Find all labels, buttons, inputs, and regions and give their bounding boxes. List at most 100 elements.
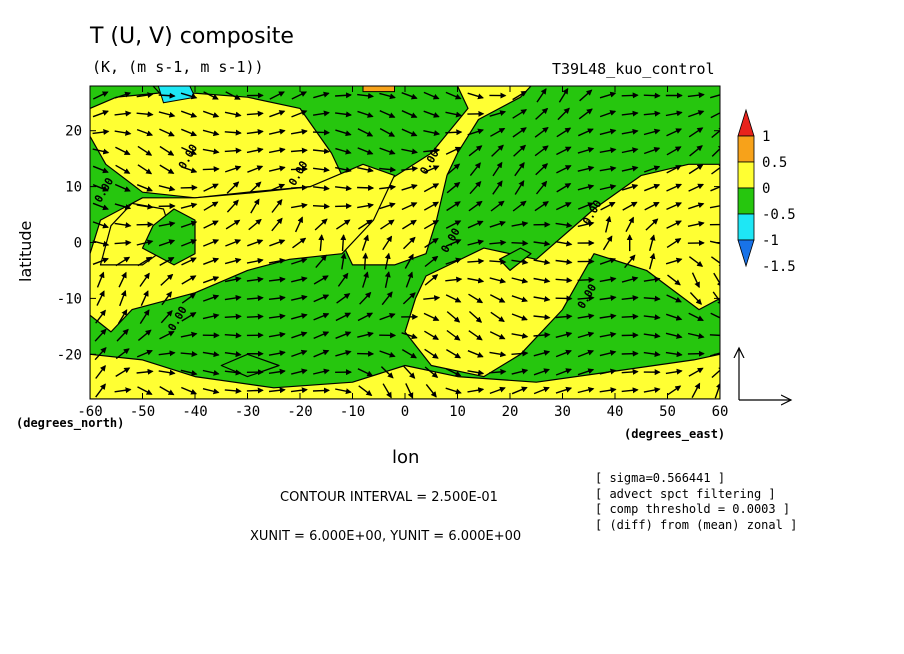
colorbar-label-2: 0 [762,181,770,197]
wind-vector-404 [599,147,617,154]
wind-vector-268 [423,147,441,154]
wind-vector-220 [357,92,374,99]
colorbar-label-1: 0.5 [762,155,787,171]
wind-vector-428 [643,332,661,339]
wind-vector-285 [445,146,462,155]
wind-vector-55 [160,310,173,324]
wind-vector-335 [514,161,525,177]
wind-vector-469 [688,202,705,210]
wind-vector-313 [489,258,507,265]
x-tick-label-11: 50 [659,404,676,420]
wind-vector-169 [291,91,307,100]
wind-vector-325 [511,350,529,357]
wind-vector-435 [644,201,660,211]
wind-vector-74 [181,275,197,285]
wind-vector-229 [382,235,393,251]
wind-vector-200 [335,147,352,155]
wind-vector-60 [158,221,176,227]
wind-vector-343 [533,332,551,339]
wind-vector-418 [622,201,638,211]
wind-vector-25 [114,239,132,246]
colorbar-bin-2 [737,161,755,189]
wind-vector-92 [203,257,220,265]
wind-vector-8 [92,240,110,247]
wind-vector-302 [468,145,483,157]
wind-vector-427 [643,351,661,358]
wind-vector-128 [248,218,262,231]
wind-vector-104 [224,351,242,358]
positive-region-5 [90,353,720,399]
wind-vector-455 [666,146,682,156]
wind-vector-462 [687,332,705,339]
wind-vector-257 [424,348,439,359]
cold-region-0 [157,86,196,104]
wind-vector-7 [92,257,109,265]
x-tick-label-0: -60 [77,404,102,420]
wind-vector-230 [380,219,395,230]
wind-vector-348 [533,240,551,247]
wind-vector-419 [621,183,639,191]
wind-vector-311 [489,294,506,303]
wind-vector-446 [665,313,683,321]
wind-vector-296 [467,258,485,265]
wind-vector-372 [557,107,570,121]
wind-vector-201 [335,129,352,137]
wind-vector-447 [666,294,682,303]
wind-vector-238 [405,383,414,399]
wind-vector-109 [224,257,242,265]
run-label: T39L48_kuo_control [552,60,715,78]
wind-vector-221 [382,383,392,399]
wind-vector-412 [621,313,639,320]
wind-vector-30 [115,146,131,156]
unit-vector-text: XUNIT = 6.000E+00, YUNIT = 6.000E+00 [250,529,522,544]
wind-vector-198 [335,185,352,192]
wind-vector-227 [384,271,391,288]
wind-vector-81 [181,146,197,155]
wind-vector-405 [599,128,617,136]
wind-vector-119 [246,387,264,394]
x-tick-label-9: 30 [554,404,571,420]
wind-vector-444 [665,351,683,358]
wind-vector-368 [556,183,572,193]
wind-vector-146 [271,199,283,213]
wind-vector-308 [489,351,507,358]
wind-vector-356 [536,88,547,103]
wind-vector-437 [643,165,661,173]
wind-vector-369 [556,165,572,174]
wind-vector-148 [268,165,286,172]
wind-vector-391 [599,387,617,394]
wind-vector-123 [246,313,264,320]
wind-vector-29 [115,164,131,174]
wind-vector-355 [535,107,549,120]
wind-vector-295 [467,277,485,284]
wind-vector-165 [290,166,308,173]
wind-vector-254 [401,92,418,100]
wind-vector-214 [357,202,374,209]
wind-vector-77 [180,220,198,228]
wind-vector-147 [269,183,286,192]
wind-vector-333 [512,200,527,212]
wind-vector-219 [357,110,374,118]
wind-vector-17 [114,387,132,394]
wind-vector-345 [533,295,551,302]
wind-vector-162 [294,216,303,233]
wind-vector-421 [621,147,639,154]
colorbar-bin-1 [737,135,755,163]
wind-vector-441 [643,92,661,99]
x-tick-label-7: 10 [449,404,466,420]
wind-vector-340 [533,386,550,395]
wind-vector-204 [358,385,373,396]
wind-vector-274 [446,348,462,359]
wind-vector-376 [577,349,595,358]
wind-vector-380 [577,276,595,283]
wind-vector-445 [665,332,683,339]
wind-vector-387 [577,147,595,154]
wind-vector-141 [268,295,286,302]
wind-vector-260 [423,295,441,302]
wind-vector-266 [423,183,440,193]
wind-vector-270 [423,110,440,118]
wind-vector-6 [96,271,105,288]
colorbar-label-5: -1.5 [762,259,796,275]
wind-vector-163 [290,202,308,209]
